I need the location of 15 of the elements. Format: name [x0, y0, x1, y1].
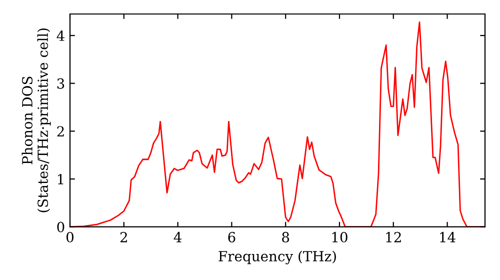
x-tick-label: 0 [66, 232, 74, 242]
x-tick-label: 10 [332, 232, 348, 242]
x-axis-title: Frequency (THz) [218, 250, 336, 264]
y-tick-label: 1 [58, 174, 64, 184]
y-tick-label: 3 [57, 78, 64, 89]
x-tick-label: 12 [386, 232, 401, 242]
x-tick-label: 4 [174, 232, 182, 242]
y-tick-label: 2 [57, 126, 64, 136]
y-axis-title: Phonon DOS (States/THz·primitive cell) [22, 28, 51, 212]
y-tick-label: 0 [57, 222, 64, 232]
x-tick-label: 2 [120, 232, 127, 242]
x-tick-label: 8 [282, 232, 290, 242]
x-tick-label: 14 [440, 232, 456, 242]
x-tick-label: 6 [228, 232, 236, 242]
y-tick-label: 4 [56, 30, 64, 41]
